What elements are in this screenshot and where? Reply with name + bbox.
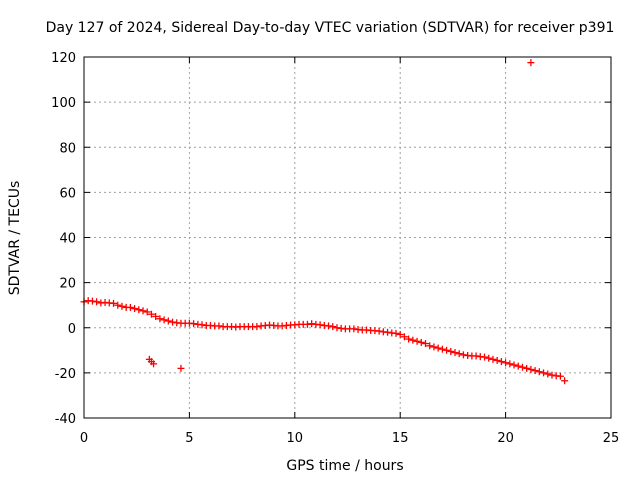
y-tick-label: 60: [59, 186, 76, 201]
data-point: [510, 361, 518, 369]
data-point: [459, 351, 467, 359]
data-point: [556, 372, 564, 380]
data-point: [518, 363, 526, 371]
data-point: [164, 317, 172, 325]
data-point: [472, 352, 480, 360]
data-point: [93, 298, 101, 306]
y-tick-label: 20: [59, 277, 76, 292]
plot-frame: [83, 56, 612, 419]
data-point: [544, 370, 552, 378]
data-point: [177, 364, 185, 372]
data-point: [523, 364, 531, 372]
data-point: [514, 362, 522, 370]
data-point: [139, 307, 147, 315]
data-point: [417, 338, 425, 346]
data-point: [413, 337, 421, 345]
y-tick-label: 100: [51, 96, 76, 111]
data-point: [405, 335, 413, 343]
x-tick-labels: 0 5 10 15 20 25: [80, 431, 619, 446]
data-point: [308, 320, 316, 328]
data-point: [426, 342, 434, 350]
data-point: [455, 350, 463, 358]
chart-title: Day 127 of 2024, Sidereal Day-to-day VTE…: [46, 20, 615, 36]
y-tick-label: 120: [51, 51, 76, 66]
data-point: [535, 368, 543, 376]
x-tick-label: 0: [80, 431, 88, 446]
y-tick-label: 0: [68, 322, 76, 337]
data-point: [152, 312, 160, 320]
data-point: [497, 358, 505, 366]
data-point: [147, 310, 155, 318]
data-point: [114, 301, 122, 309]
data-point: [350, 325, 358, 333]
data-point: [88, 297, 96, 305]
y-axis-title: SDTVAR / TECUs: [7, 181, 23, 296]
axis-ticks: [83, 56, 612, 419]
data-point: [527, 365, 535, 373]
data-point: [325, 322, 333, 330]
y-tick-label: -20: [55, 367, 76, 382]
data-point: [540, 369, 548, 377]
data-point: [303, 320, 311, 328]
data-point: [447, 347, 455, 355]
data-point: [118, 302, 126, 310]
data-point: [400, 333, 408, 341]
data-point: [150, 360, 158, 368]
data-point: [131, 305, 139, 313]
data-point: [527, 59, 535, 67]
data-point: [329, 323, 337, 331]
x-tick-label: 15: [392, 431, 409, 446]
y-tick-label: 80: [59, 141, 76, 156]
data-point: [126, 303, 134, 311]
data-point: [502, 359, 510, 367]
data-point: [548, 371, 556, 379]
x-axis-title: GPS time / hours: [286, 458, 403, 474]
data-point: [506, 360, 514, 368]
data-point: [409, 336, 417, 344]
data-point: [489, 355, 497, 363]
grid-lines: [84, 57, 611, 418]
x-tick-label: 5: [185, 431, 193, 446]
data-points: [80, 59, 569, 385]
data-point: [215, 322, 223, 330]
data-point: [110, 299, 118, 307]
y-tick-label: 40: [59, 232, 76, 247]
data-point: [451, 349, 459, 357]
data-point: [375, 327, 383, 335]
data-point: [160, 316, 168, 324]
x-tick-label: 20: [497, 431, 514, 446]
data-point: [531, 367, 539, 375]
data-point: [333, 324, 341, 332]
data-point: [443, 346, 451, 354]
data-point: [392, 329, 400, 337]
data-point: [396, 331, 404, 339]
data-point: [485, 354, 493, 362]
data-point: [430, 343, 438, 351]
data-point: [316, 321, 324, 329]
y-tick-label: -40: [55, 412, 76, 427]
data-point: [421, 340, 429, 348]
data-point: [561, 377, 569, 385]
data-point: [434, 344, 442, 352]
data-point: [481, 353, 489, 361]
data-point: [135, 306, 143, 314]
x-tick-label: 10: [287, 431, 304, 446]
data-point: [143, 308, 151, 316]
data-point: [169, 318, 177, 326]
y-tick-labels: -40 -20 0 20 40 60 80 100 120: [51, 51, 76, 427]
data-point: [438, 345, 446, 353]
data-point: [190, 320, 198, 328]
x-tick-label: 25: [603, 431, 620, 446]
data-point: [384, 328, 392, 336]
data-point: [493, 356, 501, 364]
data-point: [156, 315, 164, 323]
data-point: [253, 323, 261, 331]
data-point: [198, 321, 206, 329]
